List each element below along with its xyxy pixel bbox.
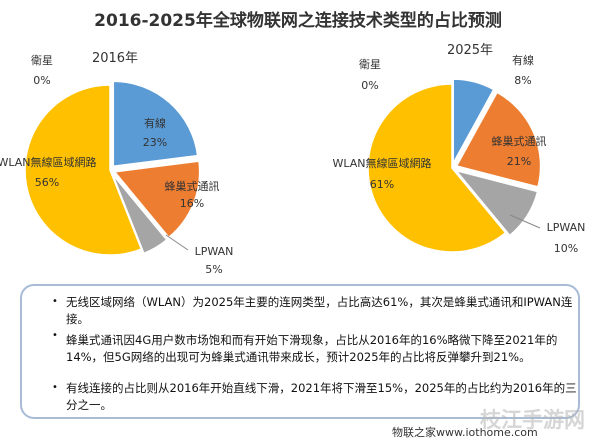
slice-value-cellular: 16% bbox=[180, 197, 204, 210]
note-wlan: 无线区域网络（WLAN）为2025年主要的连网类型，占比高达61%，其次是蜂巢式… bbox=[66, 295, 573, 326]
watermark: 枝江手游网 bbox=[480, 408, 585, 432]
slice-cellular bbox=[455, 91, 542, 188]
slice-lpwan bbox=[111, 173, 168, 255]
leader-line bbox=[165, 234, 189, 251]
slice-label-wired: 有線 bbox=[512, 53, 534, 67]
pie-title: 2025年 bbox=[447, 43, 493, 58]
slice-wlan bbox=[367, 83, 507, 253]
note-bullet: • bbox=[52, 296, 58, 307]
note-cellular: 蜂巢式通讯因4G用户数市场饱和而有开始下滑现象，占比从2016年的16%略微下降… bbox=[66, 333, 558, 364]
slice-label-lpwan: LPWAN bbox=[547, 221, 586, 234]
pie-title: 2016年 bbox=[92, 51, 138, 66]
slice-value-wlan: 61% bbox=[370, 178, 394, 191]
slice-value-wired: 8% bbox=[514, 74, 531, 87]
page-title: 2016-2025年全球物联网之连接技术类型的占比预测 bbox=[94, 11, 502, 31]
note-wired: 有线连接的占比则从2016年开始直线下滑，2021年将下滑至15%，2025年的… bbox=[66, 381, 577, 412]
slice-value-wlan: 56% bbox=[35, 176, 59, 189]
slice-label-satellite: 衛星 bbox=[31, 54, 53, 67]
slice-wlan bbox=[24, 84, 143, 256]
slice-label-wlan: WLAN無線區域網路 bbox=[0, 155, 97, 169]
slice-cellular bbox=[113, 160, 201, 239]
source-footer: 物联之家www.iothome.com bbox=[392, 426, 538, 439]
slice-label-cellular: 蜂巢式通訊 bbox=[165, 179, 220, 193]
note-bullet: • bbox=[52, 382, 58, 393]
notes-box: • 无线区域网络（WLAN）为2025年主要的连网类型，占比高达61%，其次是蜂… bbox=[20, 284, 580, 419]
leader-line bbox=[509, 214, 541, 229]
slice-label-wired: 有線 bbox=[144, 116, 166, 130]
note-bullet: • bbox=[52, 330, 58, 341]
slice-label-satellite: 衛星 bbox=[359, 58, 381, 71]
slice-label-lpwan: LPWAN bbox=[195, 245, 234, 258]
slice-label-cellular: 蜂巢式通訊 bbox=[492, 134, 547, 148]
pie-charts: 2016年有線23%蜂巢式通訊16%LPWAN5%WLAN無線區域網路56%衛星… bbox=[0, 43, 585, 276]
slice-wired bbox=[112, 80, 199, 168]
slice-value-cellular: 21% bbox=[507, 155, 531, 168]
slice-value-lpwan: 5% bbox=[205, 263, 222, 276]
slice-label-wlan: WLAN無線區域網路 bbox=[332, 156, 431, 170]
slice-wired bbox=[452, 78, 495, 164]
slice-value-lpwan: 10% bbox=[554, 242, 578, 255]
slice-value-wired: 23% bbox=[143, 136, 167, 149]
slice-lpwan bbox=[454, 169, 539, 237]
slice-value-satellite: 0% bbox=[33, 74, 50, 87]
slice-value-satellite: 0% bbox=[361, 79, 378, 92]
